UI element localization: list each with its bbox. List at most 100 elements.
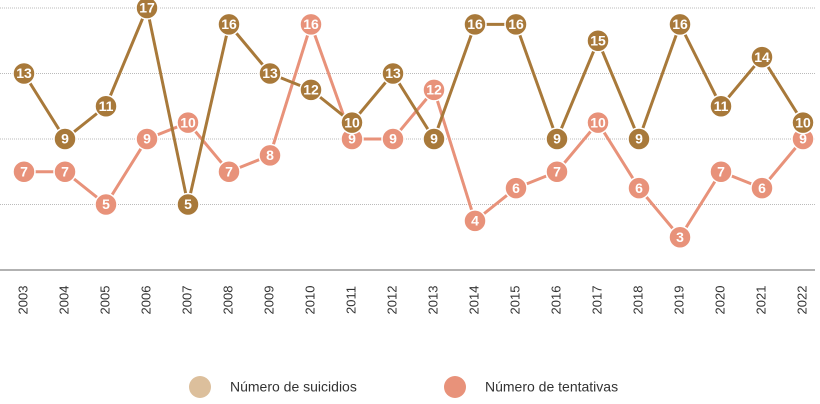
data-label: 9 <box>348 131 356 147</box>
data-label: 16 <box>467 16 483 32</box>
data-label: 9 <box>61 131 69 147</box>
point <box>53 160 77 184</box>
point <box>422 127 446 151</box>
point <box>94 192 118 217</box>
point <box>94 94 118 118</box>
point <box>12 61 36 86</box>
legend-swatch <box>189 376 211 398</box>
data-label: 10 <box>180 114 196 130</box>
data-label: 5 <box>184 196 192 212</box>
data-label: 14 <box>754 49 770 65</box>
data-label: 12 <box>426 82 442 98</box>
point <box>586 110 610 135</box>
x-tick-label: 2016 <box>548 286 563 315</box>
point <box>463 12 487 37</box>
point <box>791 110 815 135</box>
data-label: 11 <box>714 98 729 114</box>
x-tick-label: 2017 <box>589 286 604 315</box>
data-label: 9 <box>143 131 151 147</box>
data-label: 10 <box>795 114 811 130</box>
x-tick-label: 2005 <box>97 286 112 315</box>
point <box>709 94 733 118</box>
data-label: 16 <box>508 16 524 32</box>
data-label: 7 <box>553 163 561 179</box>
data-label: 10 <box>344 114 360 130</box>
point <box>258 61 282 86</box>
x-tick-label: 2012 <box>384 286 399 315</box>
legend-label: Número de tentativas <box>485 379 618 395</box>
x-tick-label: 2019 <box>671 286 686 315</box>
series-line <box>22 2 805 205</box>
point <box>176 192 200 217</box>
x-tick-label: 2021 <box>753 286 768 315</box>
data-label: 6 <box>635 180 643 196</box>
data-label: 4 <box>471 213 479 229</box>
x-tick-label: 2003 <box>15 286 30 315</box>
data-label: 8 <box>266 147 274 163</box>
point <box>750 45 774 69</box>
legend-swatch <box>444 376 466 398</box>
point <box>504 12 528 37</box>
point <box>668 225 692 249</box>
point <box>504 176 528 200</box>
data-label: 9 <box>430 131 438 147</box>
data-label: 6 <box>512 180 520 196</box>
point <box>586 29 610 53</box>
data-label: 13 <box>262 65 278 81</box>
point <box>545 160 569 184</box>
data-label: 16 <box>221 16 237 32</box>
point <box>381 61 405 86</box>
point <box>381 127 405 151</box>
x-tick-label: 2020 <box>712 286 727 315</box>
point <box>463 209 487 233</box>
data-label: 9 <box>553 131 561 147</box>
x-tick-label: 2018 <box>630 286 645 315</box>
data-label: 15 <box>590 32 606 48</box>
x-tick-label: 2008 <box>220 286 235 315</box>
data-label: 7 <box>225 163 233 179</box>
x-tick-label: 2015 <box>507 286 522 315</box>
point <box>627 176 651 200</box>
x-tick-label: 2022 <box>794 286 809 315</box>
point <box>668 12 692 37</box>
data-label: 16 <box>303 16 319 32</box>
point <box>12 160 36 184</box>
point <box>135 0 159 20</box>
data-label: 3 <box>676 229 684 245</box>
x-tick-label: 2006 <box>138 286 153 315</box>
point <box>217 160 241 184</box>
point <box>545 127 569 151</box>
data-label: 6 <box>758 180 766 196</box>
data-label: 10 <box>590 114 606 130</box>
data-label: 9 <box>799 131 807 147</box>
point <box>709 160 733 184</box>
legend-label: Número de suicidios <box>230 379 357 395</box>
point <box>422 78 446 102</box>
data-label: 11 <box>99 98 114 114</box>
data-label: 13 <box>385 65 401 81</box>
data-label: 16 <box>672 16 688 32</box>
point <box>340 110 364 135</box>
point <box>53 127 77 151</box>
x-tick-label: 2009 <box>261 286 276 315</box>
data-label: 9 <box>389 131 397 147</box>
x-tick-label: 2011 <box>343 286 358 314</box>
data-label: 17 <box>139 0 155 16</box>
x-tick-label: 2013 <box>425 286 440 315</box>
data-label: 12 <box>303 82 319 98</box>
x-tick-label: 2007 <box>179 286 194 315</box>
point <box>258 143 282 168</box>
data-label: 9 <box>635 131 643 147</box>
point <box>176 110 200 135</box>
data-label: 5 <box>102 196 110 212</box>
point <box>750 176 774 200</box>
x-tick-label: 2010 <box>302 286 317 315</box>
x-tick-label: 2014 <box>466 286 481 315</box>
point <box>217 12 241 37</box>
point <box>299 12 323 37</box>
data-label: 7 <box>61 163 69 179</box>
data-label: 7 <box>717 163 725 179</box>
x-tick-label: 2004 <box>56 286 71 315</box>
data-label: 7 <box>20 163 28 179</box>
